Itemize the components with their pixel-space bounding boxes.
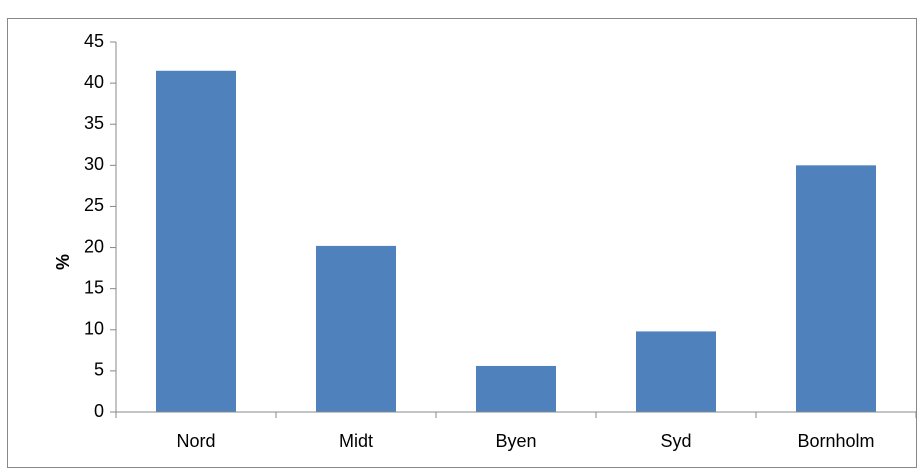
y-tick-label: 30	[84, 154, 104, 174]
x-tick-label: Bornholm	[797, 431, 874, 451]
chart-border	[7, 18, 917, 468]
y-tick-label: 35	[84, 113, 104, 133]
y-tick-label: 10	[84, 319, 104, 339]
y-tick-label: 25	[84, 195, 104, 215]
y-axis-label: %	[53, 254, 73, 270]
y-tick-label: 45	[84, 31, 104, 51]
bar	[476, 365, 556, 412]
y-tick-label: 0	[94, 401, 104, 421]
bar	[156, 70, 236, 413]
bar	[796, 165, 876, 412]
x-tick-label: Midt	[339, 431, 373, 451]
y-tick-label: 15	[84, 277, 104, 297]
bar	[316, 245, 396, 412]
y-tick-label: 5	[94, 360, 104, 380]
x-tick-label: Byen	[495, 431, 536, 451]
y-tick-label: 20	[84, 236, 104, 256]
y-tick-label: 40	[84, 72, 104, 92]
bar	[636, 331, 716, 412]
x-tick-label: Syd	[660, 431, 691, 451]
x-tick-label: Nord	[176, 431, 215, 451]
